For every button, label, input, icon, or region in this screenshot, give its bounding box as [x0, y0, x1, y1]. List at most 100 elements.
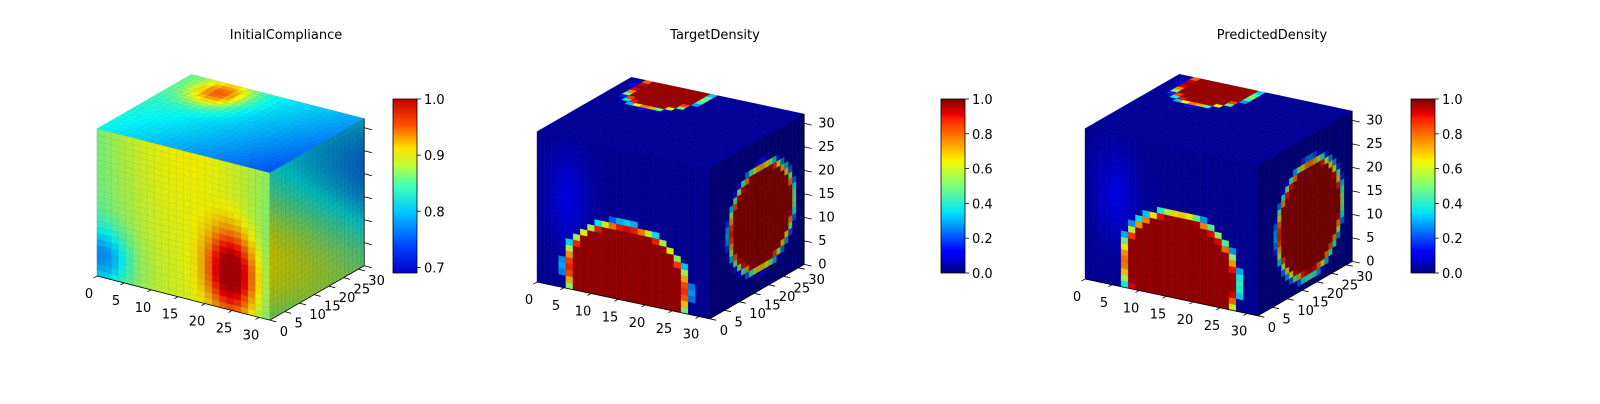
colorbar-tick-label: 1.0: [424, 93, 445, 108]
voxel-front: [1171, 147, 1178, 155]
voxel-front: [1150, 142, 1157, 150]
colorbar-tick-label: 0.6: [972, 163, 993, 178]
voxel-front: [1229, 159, 1236, 167]
y-tick-mark: [784, 276, 790, 277]
y-tick-mark: [798, 268, 804, 269]
x-tick-mark: [614, 299, 618, 301]
voxel-front: [1200, 153, 1207, 161]
x-tick-mark: [174, 297, 178, 299]
voxel-front: [1236, 161, 1243, 169]
voxel-front: [1114, 135, 1121, 143]
x-tick-label: 25: [216, 322, 233, 337]
x-tick-label: 15: [602, 310, 619, 325]
x-tick-label: 5: [552, 299, 560, 314]
voxel-front: [674, 161, 681, 169]
voxel-front: [1186, 150, 1193, 158]
y-tick-label: 5: [295, 317, 303, 332]
x-tick-mark: [147, 290, 151, 292]
z-tick-mark: [804, 241, 812, 243]
y-tick-label: 30: [808, 273, 825, 288]
voxel-front: [631, 152, 638, 160]
voxel-front: [1121, 136, 1128, 144]
voxel-front: [1085, 129, 1092, 137]
x-tick-mark: [120, 283, 124, 285]
voxel-front: [1207, 155, 1214, 163]
voxel-front: [1128, 138, 1135, 146]
voxel-front: [573, 139, 580, 147]
voxel-front: [667, 159, 674, 167]
z-tick-mark: [804, 170, 812, 172]
z-tick-mark: [364, 243, 372, 245]
voxel-front: [688, 164, 695, 172]
z-tick-label: 0: [818, 257, 826, 272]
x-tick-label: 20: [629, 316, 646, 331]
y-tick-mark: [270, 320, 276, 322]
voxel-front: [1143, 141, 1150, 149]
colorbar-tick-label: 0.2: [972, 232, 993, 247]
voxel-front: [559, 136, 566, 144]
y-tick-mark: [739, 302, 745, 303]
panel-title: PredictedDensity: [1217, 28, 1328, 43]
voxel-front: [1099, 132, 1106, 140]
voxel-front: [587, 142, 594, 150]
voxel-front: [1243, 162, 1250, 170]
x-tick-mark: [255, 317, 259, 319]
x-tick-label: 30: [683, 328, 700, 343]
colorbar-tick-label: 0.9: [424, 149, 445, 164]
x-tick-mark: [533, 282, 537, 284]
voxel-front: [580, 141, 587, 149]
voxel-front: [616, 148, 623, 156]
z-tick-label: 5: [818, 234, 826, 249]
y-tick-mark: [358, 269, 364, 271]
z-tick-mark: [364, 128, 372, 130]
z-tick-mark: [804, 264, 812, 266]
x-tick-mark: [201, 304, 205, 306]
colorbar-bar: [393, 99, 417, 273]
colorbar-tick-label: 0.8: [424, 205, 445, 220]
y-tick-mark: [710, 319, 716, 320]
voxel-front: [1135, 139, 1142, 147]
y-tick-mark: [314, 295, 320, 297]
z-tick-mark: [364, 174, 372, 176]
voxel-front: [1215, 156, 1222, 164]
y-tick-mark: [769, 285, 775, 286]
voxel-front: [1179, 149, 1186, 157]
voxel-front: [1193, 152, 1200, 160]
y-tick-mark: [725, 310, 731, 311]
voxel-front: [595, 144, 602, 152]
voxel-front: [703, 167, 710, 175]
voxel-front: [652, 156, 659, 164]
voxel-front: [1092, 130, 1099, 138]
x-tick-mark: [228, 311, 232, 313]
y-tick-mark: [344, 278, 350, 280]
colorbar: 0.7 0.8 0.9 1.0: [393, 93, 445, 276]
x-tick-label: 15: [162, 308, 179, 323]
colorbar-bar: [941, 99, 965, 273]
colorbar: 0.00.20.40.60.81.0: [941, 93, 993, 282]
x-tick-mark: [668, 311, 672, 313]
voxel-front: [1251, 164, 1258, 172]
y-tick-mark: [329, 286, 335, 288]
x-tick-label: 30: [243, 328, 260, 343]
colorbar-tick-label: 0.7: [424, 261, 445, 276]
colorbar-tick-label: 0.4: [972, 197, 993, 212]
y-tick-label: 5: [735, 315, 743, 330]
z-tick-label: 20: [818, 163, 835, 178]
x-tick-label: 10: [575, 305, 592, 320]
colorbar-tick-label: 1.0: [972, 93, 993, 108]
z-tick-mark: [804, 194, 812, 196]
y-tick-mark: [299, 303, 305, 305]
z-tick-mark: [804, 217, 812, 219]
x-tick-label: 0: [85, 287, 93, 302]
z-tick-label: 15: [818, 187, 835, 202]
x-tick-label: 10: [135, 301, 152, 316]
voxel-front: [623, 150, 630, 158]
voxel-front: [1157, 144, 1164, 152]
colorbar-tick-label: 0.0: [972, 267, 993, 282]
